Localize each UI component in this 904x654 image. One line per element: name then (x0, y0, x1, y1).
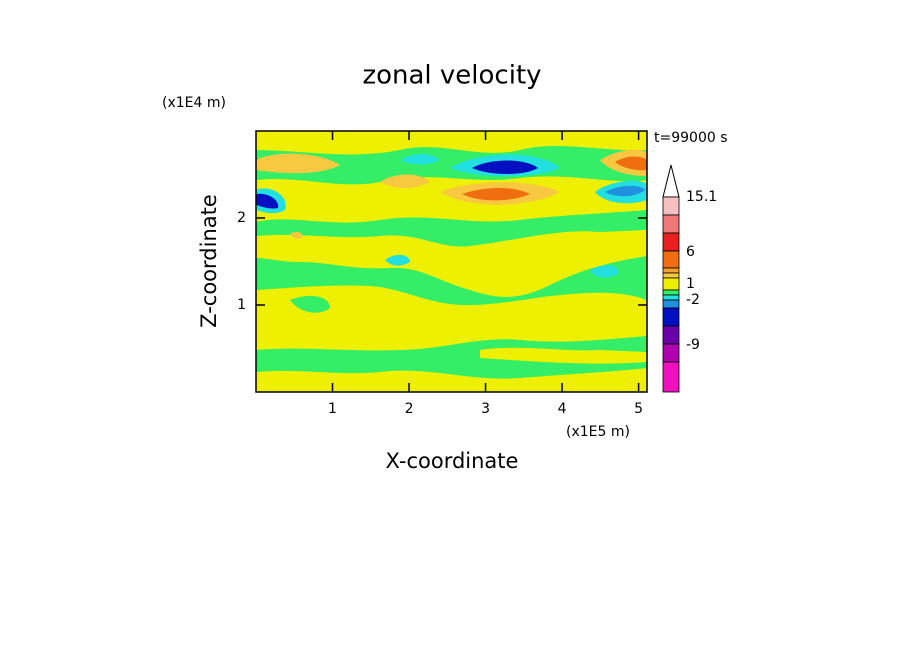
colorbar-label: -2 (686, 292, 700, 308)
chart-title: zonal velocity (362, 61, 541, 91)
colorbar-segment (662, 250, 680, 269)
x-tick-label: 1 (328, 401, 337, 417)
time-label: t=99000 s (654, 130, 728, 146)
colorbar-segment (662, 325, 680, 345)
colorbar-segment (662, 294, 680, 301)
x-tick-label: 5 (634, 401, 643, 417)
contour-field (256, 131, 647, 392)
colorbar-segment (662, 289, 680, 296)
y-tick-label: 1 (237, 297, 246, 313)
colorbar-segment (662, 196, 680, 216)
y-tick-label: 2 (237, 210, 246, 226)
colorbar-segment (662, 299, 680, 309)
x-unit: (x1E5 m) (566, 424, 630, 440)
plot-frame (255, 130, 648, 393)
colorbar-label: 6 (686, 244, 695, 260)
colorbar-segment (662, 232, 680, 252)
colorbar-segment (662, 214, 680, 234)
colorbar-segment (662, 277, 680, 291)
colorbar-segment (662, 267, 680, 274)
colorbar-segment (662, 272, 680, 279)
y-axis-title: Z-coordinate (197, 194, 221, 328)
x-tick-label: 4 (558, 401, 567, 417)
colorbar-segment (662, 307, 680, 327)
x-tick-label: 2 (405, 401, 414, 417)
colorbar-label: -9 (686, 337, 700, 353)
x-tick-label: 3 (481, 401, 490, 417)
colorbar-label: 1 (686, 276, 695, 292)
x-axis-title: X-coordinate (386, 449, 519, 473)
colorbar-label: 15.1 (686, 189, 717, 205)
colorbar-segment (662, 343, 680, 363)
colorbar-segment (662, 361, 680, 393)
y-unit: (x1E4 m) (162, 95, 226, 111)
colorbar-arrow (662, 164, 680, 198)
